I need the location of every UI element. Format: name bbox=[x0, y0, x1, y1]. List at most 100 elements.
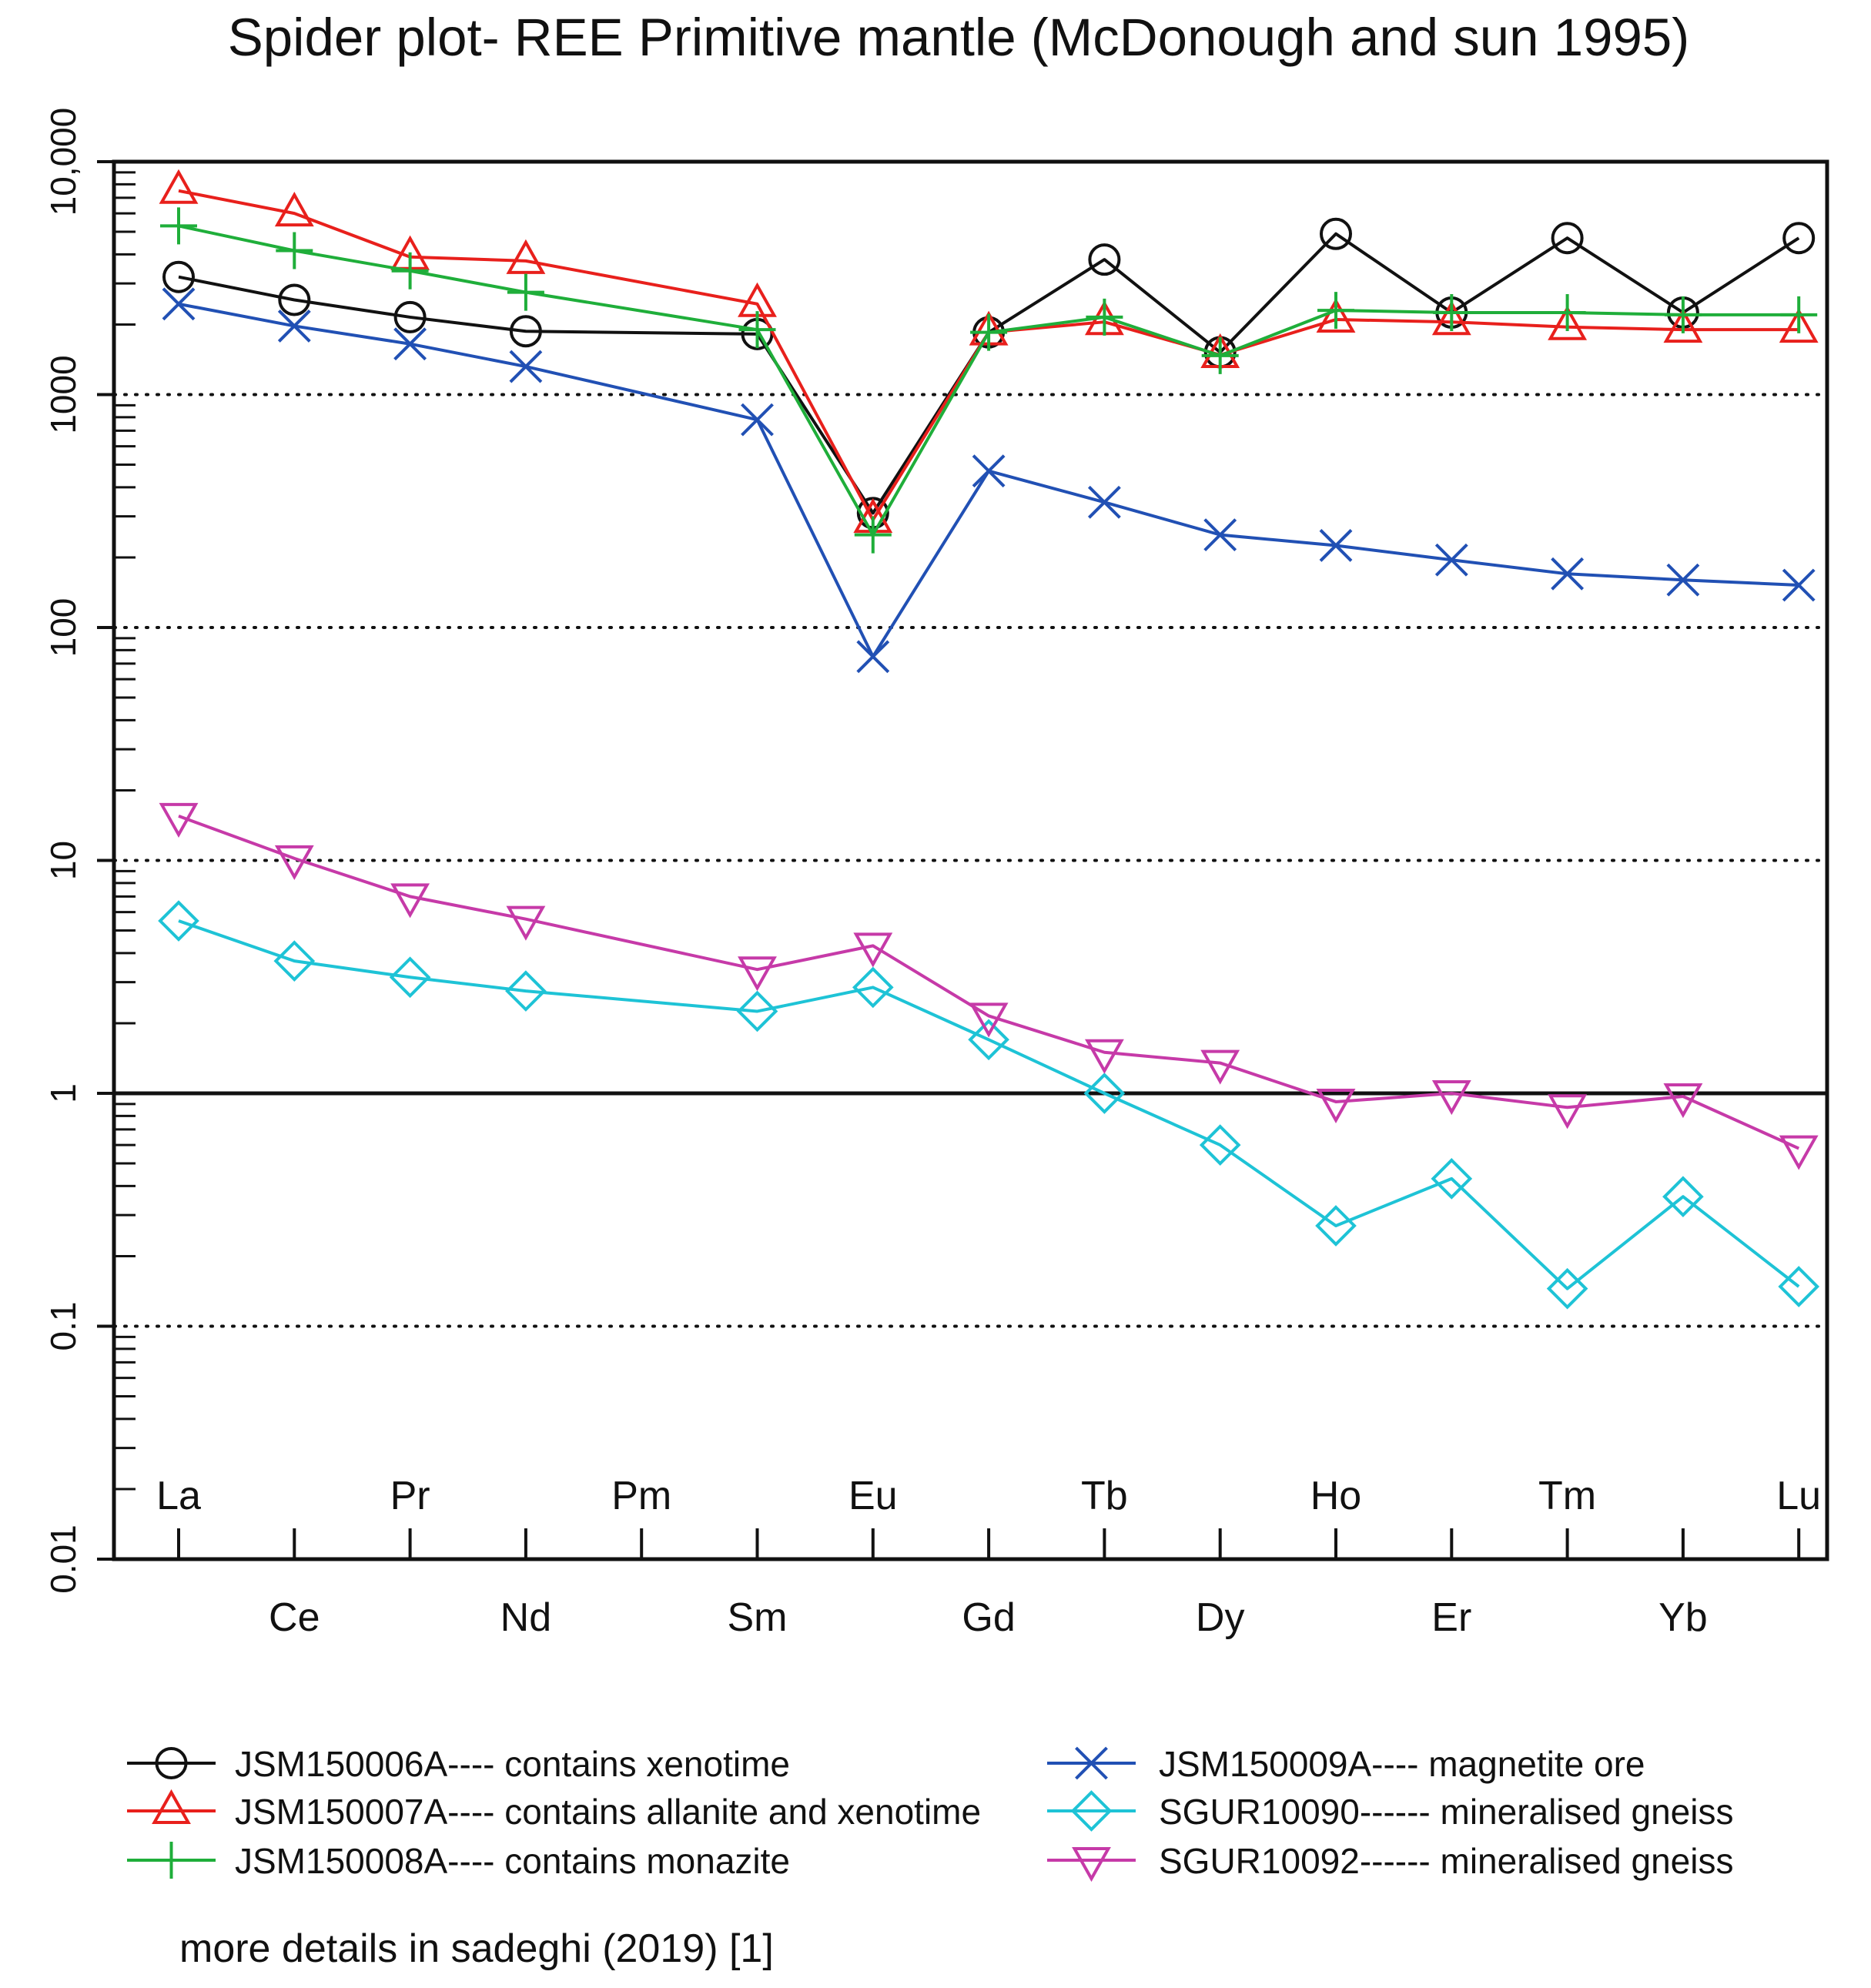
data-point bbox=[852, 966, 894, 1009]
legend-label: SGUR10090------ mineralised gneiss bbox=[1159, 1792, 1733, 1832]
x-tick-label-Tb: Tb bbox=[1081, 1474, 1128, 1518]
y-tick-label: 0.1 bbox=[43, 1302, 83, 1351]
data-point bbox=[1316, 297, 1356, 333]
data-point bbox=[274, 845, 314, 880]
data-point bbox=[853, 932, 893, 968]
x-tick-label-Nd: Nd bbox=[500, 1595, 551, 1640]
data-point bbox=[1317, 292, 1354, 330]
data-point bbox=[854, 516, 892, 554]
data-point bbox=[159, 169, 199, 204]
data-point bbox=[1551, 222, 1584, 255]
series-layer bbox=[158, 169, 1820, 1310]
data-point bbox=[1203, 518, 1237, 552]
axis-ticks: 0.01 0.1 1 10 100 1000 10,000 La Ce Pr Nd Pm Sm Eu Gd T… bbox=[43, 108, 1821, 1640]
x-tick-label-Tm: Tm bbox=[1538, 1474, 1596, 1518]
data-point bbox=[390, 883, 430, 919]
footer-note: more details in sadeghi (2019) [1] bbox=[179, 1926, 774, 1971]
data-point bbox=[393, 327, 427, 361]
data-point bbox=[506, 905, 546, 941]
legend-label: JSM150008A---- contains monazite bbox=[235, 1841, 790, 1881]
series-1 bbox=[159, 169, 1819, 534]
legend-entry-3: JSM150009A---- magnetite ore bbox=[1047, 1744, 1645, 1784]
series-line-4 bbox=[178, 919, 1800, 1290]
x-tick-label-Ce: Ce bbox=[269, 1595, 320, 1640]
legend-entry-2: JSM150008A---- contains monazite bbox=[127, 1841, 790, 1881]
legend-marker bbox=[155, 1747, 188, 1779]
data-point bbox=[1778, 1266, 1820, 1307]
data-point bbox=[1434, 543, 1468, 577]
data-point bbox=[1779, 308, 1819, 343]
data-point bbox=[1663, 1083, 1703, 1119]
x-tick-label-Pm: Pm bbox=[611, 1474, 671, 1518]
data-point bbox=[160, 207, 197, 245]
series-line-5 bbox=[178, 815, 1800, 1150]
y-tick-label: 1 bbox=[43, 1083, 83, 1103]
data-point bbox=[970, 313, 1008, 351]
data-point bbox=[274, 192, 314, 227]
data-point bbox=[738, 956, 777, 992]
data-point bbox=[162, 287, 196, 321]
x-tick-label-Pr: Pr bbox=[390, 1474, 430, 1518]
series-0 bbox=[162, 217, 1816, 530]
data-point bbox=[741, 403, 774, 437]
data-point bbox=[736, 990, 778, 1032]
legend-entry-5: SGUR10092------ mineralised gneiss bbox=[1047, 1841, 1733, 1883]
x-tick-label-Sm: Sm bbox=[728, 1595, 788, 1640]
data-point bbox=[856, 640, 890, 674]
data-point bbox=[1431, 1158, 1473, 1200]
legend-marker bbox=[1075, 1746, 1108, 1780]
legend-marker bbox=[152, 1789, 191, 1824]
series-line-2 bbox=[178, 224, 1799, 537]
data-point bbox=[391, 252, 429, 289]
legend-entry-4: SGUR10090------ mineralised gneiss bbox=[1047, 1790, 1733, 1832]
data-point bbox=[277, 310, 311, 343]
y-tick-label: 0.01 bbox=[43, 1524, 83, 1594]
x-tick-label-La: La bbox=[156, 1474, 201, 1518]
data-point bbox=[509, 315, 542, 348]
data-point bbox=[1548, 305, 1588, 340]
data-point bbox=[1320, 217, 1352, 250]
data-point bbox=[1663, 308, 1703, 343]
data-point bbox=[1782, 568, 1816, 602]
grid-layer bbox=[112, 393, 1829, 1328]
data-point bbox=[1431, 1080, 1471, 1116]
legend-marker bbox=[1072, 1847, 1111, 1883]
data-point bbox=[969, 1002, 1009, 1038]
data-point bbox=[273, 940, 316, 982]
y-tick-label: 10,000 bbox=[43, 108, 83, 216]
data-point bbox=[1551, 557, 1585, 591]
data-point bbox=[1315, 1205, 1357, 1247]
data-point bbox=[1546, 1267, 1588, 1310]
x-tick-label-Dy: Dy bbox=[1196, 1595, 1245, 1640]
series-4 bbox=[158, 900, 1820, 1310]
series-line-0 bbox=[178, 232, 1800, 515]
x-tick-label-Ho: Ho bbox=[1310, 1474, 1361, 1518]
data-point bbox=[1087, 485, 1121, 519]
data-point bbox=[1664, 296, 1702, 333]
legend-entry-1: JSM150007A---- contains allanite and xen… bbox=[127, 1789, 981, 1832]
data-point bbox=[1782, 222, 1816, 255]
legend-marker bbox=[1070, 1790, 1113, 1832]
data-point bbox=[506, 239, 546, 274]
data-point bbox=[1088, 243, 1121, 276]
data-point bbox=[1780, 296, 1818, 333]
data-point bbox=[1433, 293, 1471, 331]
data-point bbox=[1316, 1088, 1356, 1124]
data-point bbox=[1666, 563, 1700, 597]
data-point bbox=[1200, 1049, 1240, 1085]
data-point bbox=[1779, 1135, 1819, 1170]
data-point bbox=[972, 454, 1006, 488]
data-point bbox=[1548, 1094, 1588, 1130]
legend-marker bbox=[152, 1842, 190, 1879]
x-tick-label-Er: Er bbox=[1431, 1595, 1471, 1640]
data-point bbox=[158, 900, 199, 942]
x-tick-label-Yb: Yb bbox=[1658, 1595, 1708, 1640]
x-tick-label-Gd: Gd bbox=[962, 1595, 1015, 1640]
data-point bbox=[159, 802, 199, 838]
series-2 bbox=[160, 207, 1818, 554]
x-tick-label-Lu: Lu bbox=[1776, 1474, 1821, 1518]
data-point bbox=[507, 273, 544, 311]
data-point bbox=[276, 232, 313, 269]
data-point bbox=[738, 311, 776, 349]
